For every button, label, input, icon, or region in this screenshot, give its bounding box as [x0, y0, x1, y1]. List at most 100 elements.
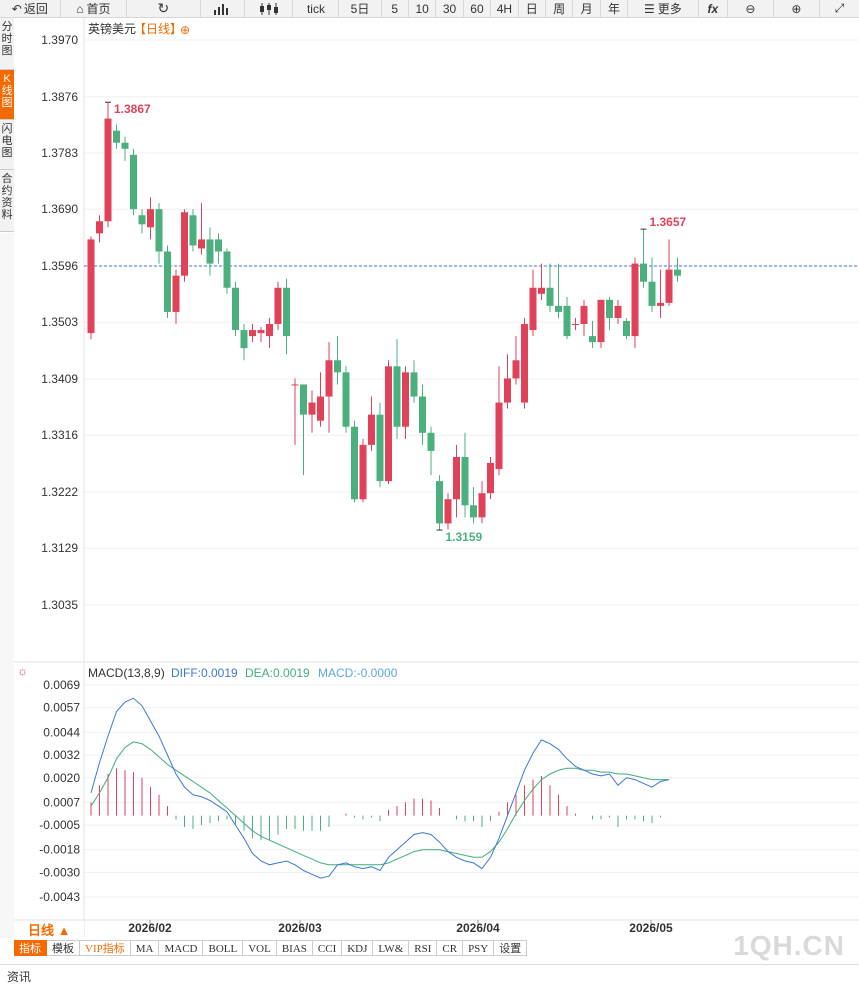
tab-settings[interactable]: 设置	[494, 940, 528, 956]
candle-body	[147, 209, 154, 228]
tab-indicator[interactable]: 指标	[14, 940, 47, 956]
macd-tick-label: -0.0043	[39, 890, 80, 904]
candle-body	[172, 275, 180, 312]
tab-cci[interactable]: CCI	[312, 940, 343, 956]
sidebar-item-kline[interactable]: K线图	[0, 70, 14, 120]
candle-body	[674, 269, 681, 276]
sidebar-item-contract[interactable]: 合约资料	[0, 170, 14, 232]
tab-macd[interactable]: MACD	[159, 940, 204, 956]
price-tick-label: 1.3129	[41, 541, 78, 555]
tab-rsi[interactable]: RSI	[409, 940, 438, 956]
tick-button[interactable]: tick	[293, 0, 340, 17]
annotations: 1.3867 1.3159 1.3657	[105, 101, 687, 544]
price-tick-label: 1.3783	[41, 146, 78, 160]
candle-body	[623, 320, 630, 337]
period-month[interactable]: 月	[573, 0, 601, 17]
period-button-bg	[14, 921, 84, 939]
home-button[interactable]: ⌂ 首页	[61, 0, 128, 17]
macd-dea-value: DEA:0.0019	[245, 666, 310, 680]
tab-kdj[interactable]: KDJ	[342, 940, 374, 956]
high-annotation-label: 1.3867	[114, 102, 151, 116]
news-tab[interactable]: 资讯	[7, 970, 32, 984]
date-tick-label: 2026/05	[629, 921, 673, 935]
tab-cr[interactable]: CR	[437, 940, 464, 956]
formula-button[interactable]: fx	[699, 0, 728, 17]
candle-body	[648, 281, 656, 306]
candle-body	[257, 330, 265, 334]
macd-tick-label: 0.0020	[43, 771, 80, 785]
back-button[interactable]: ↶ 返回	[0, 0, 61, 17]
candle-body	[614, 305, 622, 318]
candle-body	[504, 378, 511, 403]
more-button[interactable]: ☰ 更多	[628, 0, 699, 17]
candle-body	[487, 462, 494, 494]
macd-tick-label: 0.0057	[43, 701, 80, 715]
left-strip	[0, 233, 14, 938]
candle-body	[555, 305, 562, 312]
dea-line	[90, 741, 669, 866]
footer: 资讯	[0, 964, 859, 984]
candle-body	[402, 372, 409, 427]
candle-body	[317, 396, 324, 421]
home-label: 首页	[86, 2, 111, 16]
period-4h[interactable]: 4H	[491, 0, 519, 17]
tab-boll[interactable]: BOLL	[203, 940, 244, 956]
macd-tick-label: 0.0069	[43, 678, 80, 692]
candle-body	[589, 336, 596, 343]
candle-body	[130, 154, 137, 210]
period-5[interactable]: 5	[382, 0, 409, 17]
tab-bias[interactable]: BIAS	[276, 940, 313, 956]
candle-body	[495, 402, 503, 470]
candle-body	[470, 505, 477, 518]
settings-icon[interactable]: ☼	[17, 664, 28, 678]
candle-body	[478, 493, 486, 518]
sidebar-item-flash[interactable]: 闪电图	[0, 120, 14, 170]
candle-body	[87, 239, 95, 334]
candle-body	[215, 239, 222, 252]
period-60[interactable]: 60	[464, 0, 492, 17]
back-label: 返回	[23, 2, 48, 16]
candle-body	[597, 299, 605, 343]
zoom-in-button[interactable]: ⊕	[774, 0, 820, 17]
candle-body	[325, 360, 333, 397]
period-30[interactable]: 30	[436, 0, 464, 17]
period-year[interactable]: 年	[601, 0, 629, 17]
candle-body	[665, 269, 673, 303]
candle-body	[606, 299, 613, 318]
diff-line	[90, 697, 670, 879]
period-button[interactable]: 日线 ▲	[28, 923, 70, 938]
tab-vip-indicator[interactable]: VIP指标	[80, 940, 131, 956]
candle-body	[436, 481, 443, 524]
macd-diff-value: DIFF:0.0019	[171, 666, 238, 680]
period-week[interactable]: 周	[546, 0, 574, 17]
add-indicator-icon[interactable]: ⊕	[180, 23, 190, 37]
back-arrow-icon: ↶	[11, 1, 22, 16]
tab-lw[interactable]: LW&	[373, 940, 410, 956]
candle-body	[96, 221, 103, 234]
candle-body	[461, 456, 469, 506]
tab-ma[interactable]: MA	[130, 940, 160, 956]
refresh-button[interactable]: ↻	[127, 0, 201, 17]
price-tick-label: 1.3409	[41, 372, 78, 386]
candle-body	[538, 287, 545, 294]
candle-body	[631, 263, 639, 337]
bar-chart-button[interactable]	[201, 0, 245, 17]
sidebar-item-timeshare[interactable]: 分时图	[0, 18, 14, 70]
period-day[interactable]: 日	[519, 0, 546, 17]
tab-template[interactable]: 模板	[47, 940, 80, 956]
fullscreen-button[interactable]: ⤢	[820, 0, 859, 17]
candle-body	[113, 130, 120, 143]
zoom-out-button[interactable]: ⊖	[728, 0, 774, 17]
candle-body	[308, 402, 316, 415]
price-tick-label: 1.3876	[41, 90, 78, 104]
candle-body	[657, 302, 664, 306]
chart-canvas[interactable]: 1.3970 1.3876 1.3783 1.3690 1.3596 1.3503 1.34…	[0, 0, 859, 940]
candle-body	[453, 456, 460, 500]
tab-vol[interactable]: VOL	[243, 940, 277, 956]
five-day-button[interactable]: 5日	[339, 0, 382, 17]
candlestick-button[interactable]	[245, 0, 294, 17]
period-10[interactable]: 10	[409, 0, 437, 17]
tab-psy[interactable]: PSY	[463, 940, 495, 956]
candle-body	[189, 215, 197, 246]
candle-body	[300, 384, 307, 415]
